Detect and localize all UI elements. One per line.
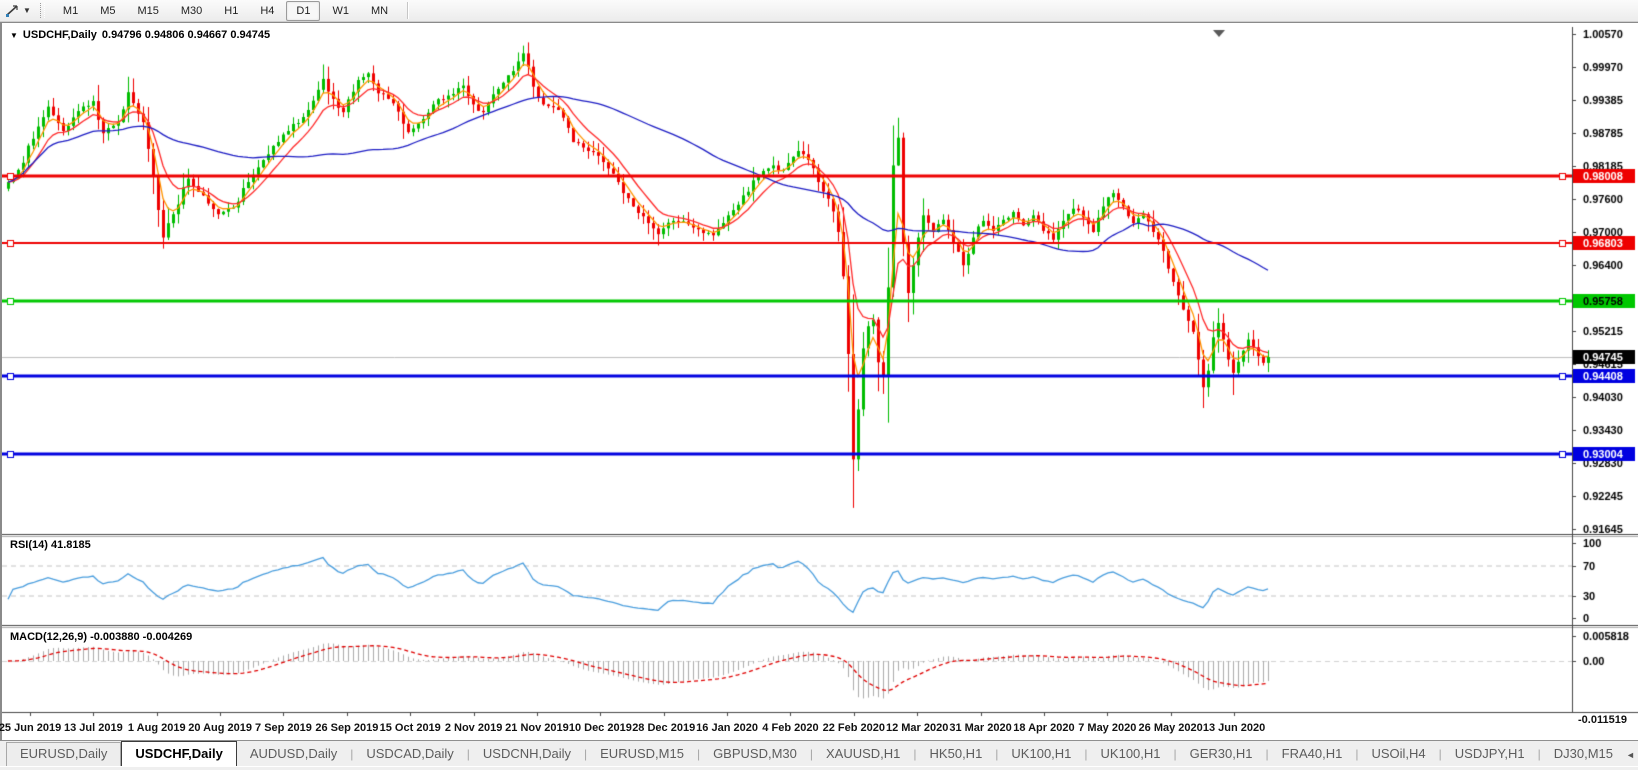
timeframe-toolbar: ▼ M1 M5 M15 M30 H1 H4 D1 W1 MN [0,0,1638,22]
date-label: 7 May 2020 [1078,722,1137,734]
tab-divider: | [995,747,999,761]
price-chart-canvas[interactable] [2,25,1638,719]
tab-divider: | [584,747,588,761]
timeframe-button-m30[interactable]: M30 [180,4,203,17]
date-label: 4 Feb 2020 [762,722,819,734]
date-label: 1 Aug 2019 [127,722,186,734]
tab-divider: | [466,747,470,761]
chart-ohlc-readout: 0.94796 0.94806 0.94667 0.94745 [101,29,271,41]
tab-divider: | [913,747,917,761]
toolbar-grip[interactable] [39,3,45,18]
date-label: 22 Feb 2020 [822,722,885,734]
chart-window: ▼ USDCHF,Daily 0.94796 0.94806 0.94667 0… [0,22,1638,740]
symbol-tab-ger30-h1[interactable]: GER30,H1 [1189,746,1253,761]
tab-scroll-arrows: ◄► [1626,750,1638,766]
timeframe-button-m5[interactable]: M5 [100,4,116,17]
date-label: 13 Jun 2020 [1202,722,1266,734]
tab-divider: | [1084,747,1088,761]
date-axis[interactable]: -0.011519 25 Jun 2019 13 Jul 2019 1 Aug 20… [0,713,1638,739]
date-label: 26 May 2020 [1138,722,1203,734]
date-label: 25 Jun 2019 [0,722,62,734]
bottom-strip [0,766,1638,770]
symbol-tab-usdcad-daily[interactable]: USDCAD,Daily [366,746,454,761]
chart-tab-bar: EURUSD,Daily USDCHF,Daily AUDUSD,Daily | USD… [0,740,1638,766]
date-label: 21 Nov 2019 [505,722,569,734]
tab-divider: | [1537,747,1541,761]
macd-label: MACD(12,26,9) -0.003880 -0.004269 [10,631,193,643]
date-label: 28 Dec 2019 [632,722,696,734]
date-label: 10 Dec 2019 [568,722,632,734]
tab-divider: | [350,747,354,761]
symbol-tab-dj30-m15[interactable]: DJ30,M15 [1553,746,1613,761]
toolbar-separator [407,2,409,19]
symbol-tab-usdcnh-daily[interactable]: USDCNH,Daily [482,746,572,761]
macd-bottom-tick: -0.011519 [1578,714,1627,726]
date-label: 20 Aug 2019 [188,722,253,734]
date-label: 15 Oct 2019 [379,722,441,734]
date-label: 13 Jul 2019 [64,722,123,734]
tab-divider: | [1355,747,1359,761]
timeframe-button-w1[interactable]: W1 [332,4,349,17]
date-label: 12 Mar 2020 [885,722,949,734]
symbol-tab-uk100-h1[interactable]: UK100,H1 [1011,746,1072,761]
timeframe-button-m15[interactable]: M15 [137,4,159,17]
date-label: 26 Sep 2019 [315,722,379,734]
chart-title: ▼ USDCHF,Daily 0.94796 0.94806 0.94667 0… [10,29,270,41]
date-label: 2 Nov 2019 [444,722,503,734]
symbol-tab-eurusd-m15[interactable]: EURUSD,M15 [600,746,684,761]
date-label: 18 Apr 2020 [1013,722,1075,734]
timeframe-button-h1[interactable]: H1 [224,4,239,17]
symbol-tab-gbpusd-m30[interactable]: GBPUSD,M30 [713,746,797,761]
line-tool-icon[interactable] [2,2,22,20]
symbol-tab-usdjpy-h1[interactable]: USDJPY,H1 [1454,746,1525,761]
symbol-tab-fra40-h1[interactable]: FRA40,H1 [1281,746,1343,761]
symbol-tab-audusd-daily[interactable]: AUDUSD,Daily [249,746,338,761]
date-label: 7 Sep 2019 [255,722,312,734]
tab-divider: | [1265,747,1269,761]
timeframe-button-h4[interactable]: H4 [260,4,275,17]
symbol-tab-hk50-h1[interactable]: HK50,H1 [929,746,983,761]
tab-divider: | [696,747,701,761]
rsi-label: RSI(14) 41.8185 [10,539,91,551]
date-label: 16 Jan 2020 [696,722,758,734]
tab-divider: | [809,747,813,761]
symbol-tab-usdchf-daily[interactable]: USDCHF,Daily [121,741,237,766]
chart-symbol-timeframe: USDCHF,Daily [22,29,97,41]
symbol-tab-xauusd-h1[interactable]: XAUUSD,H1 [826,746,901,761]
timeframe-button-mn[interactable]: MN [370,4,389,17]
timeframe-button-d1[interactable]: D1 [286,0,321,21]
symbol-tab-usoil-h4[interactable]: USOil,H4 [1371,746,1426,761]
symbol-tab-eurusd-daily[interactable]: EURUSD,Daily [6,742,122,766]
collapse-arrow-icon[interactable]: ▼ [10,30,18,40]
symbol-tab-uk100-h1[interactable]: UK100,H1 [1100,746,1161,761]
tab-scroll-left-icon[interactable]: ◄ [1626,750,1635,760]
tab-divider: | [1438,747,1442,761]
tab-divider: | [1173,747,1177,761]
timeframe-button-m1[interactable]: M1 [62,4,79,17]
date-label: 31 Mar 2020 [949,722,1012,734]
tool-dropdown-icon[interactable]: ▼ [23,6,31,15]
